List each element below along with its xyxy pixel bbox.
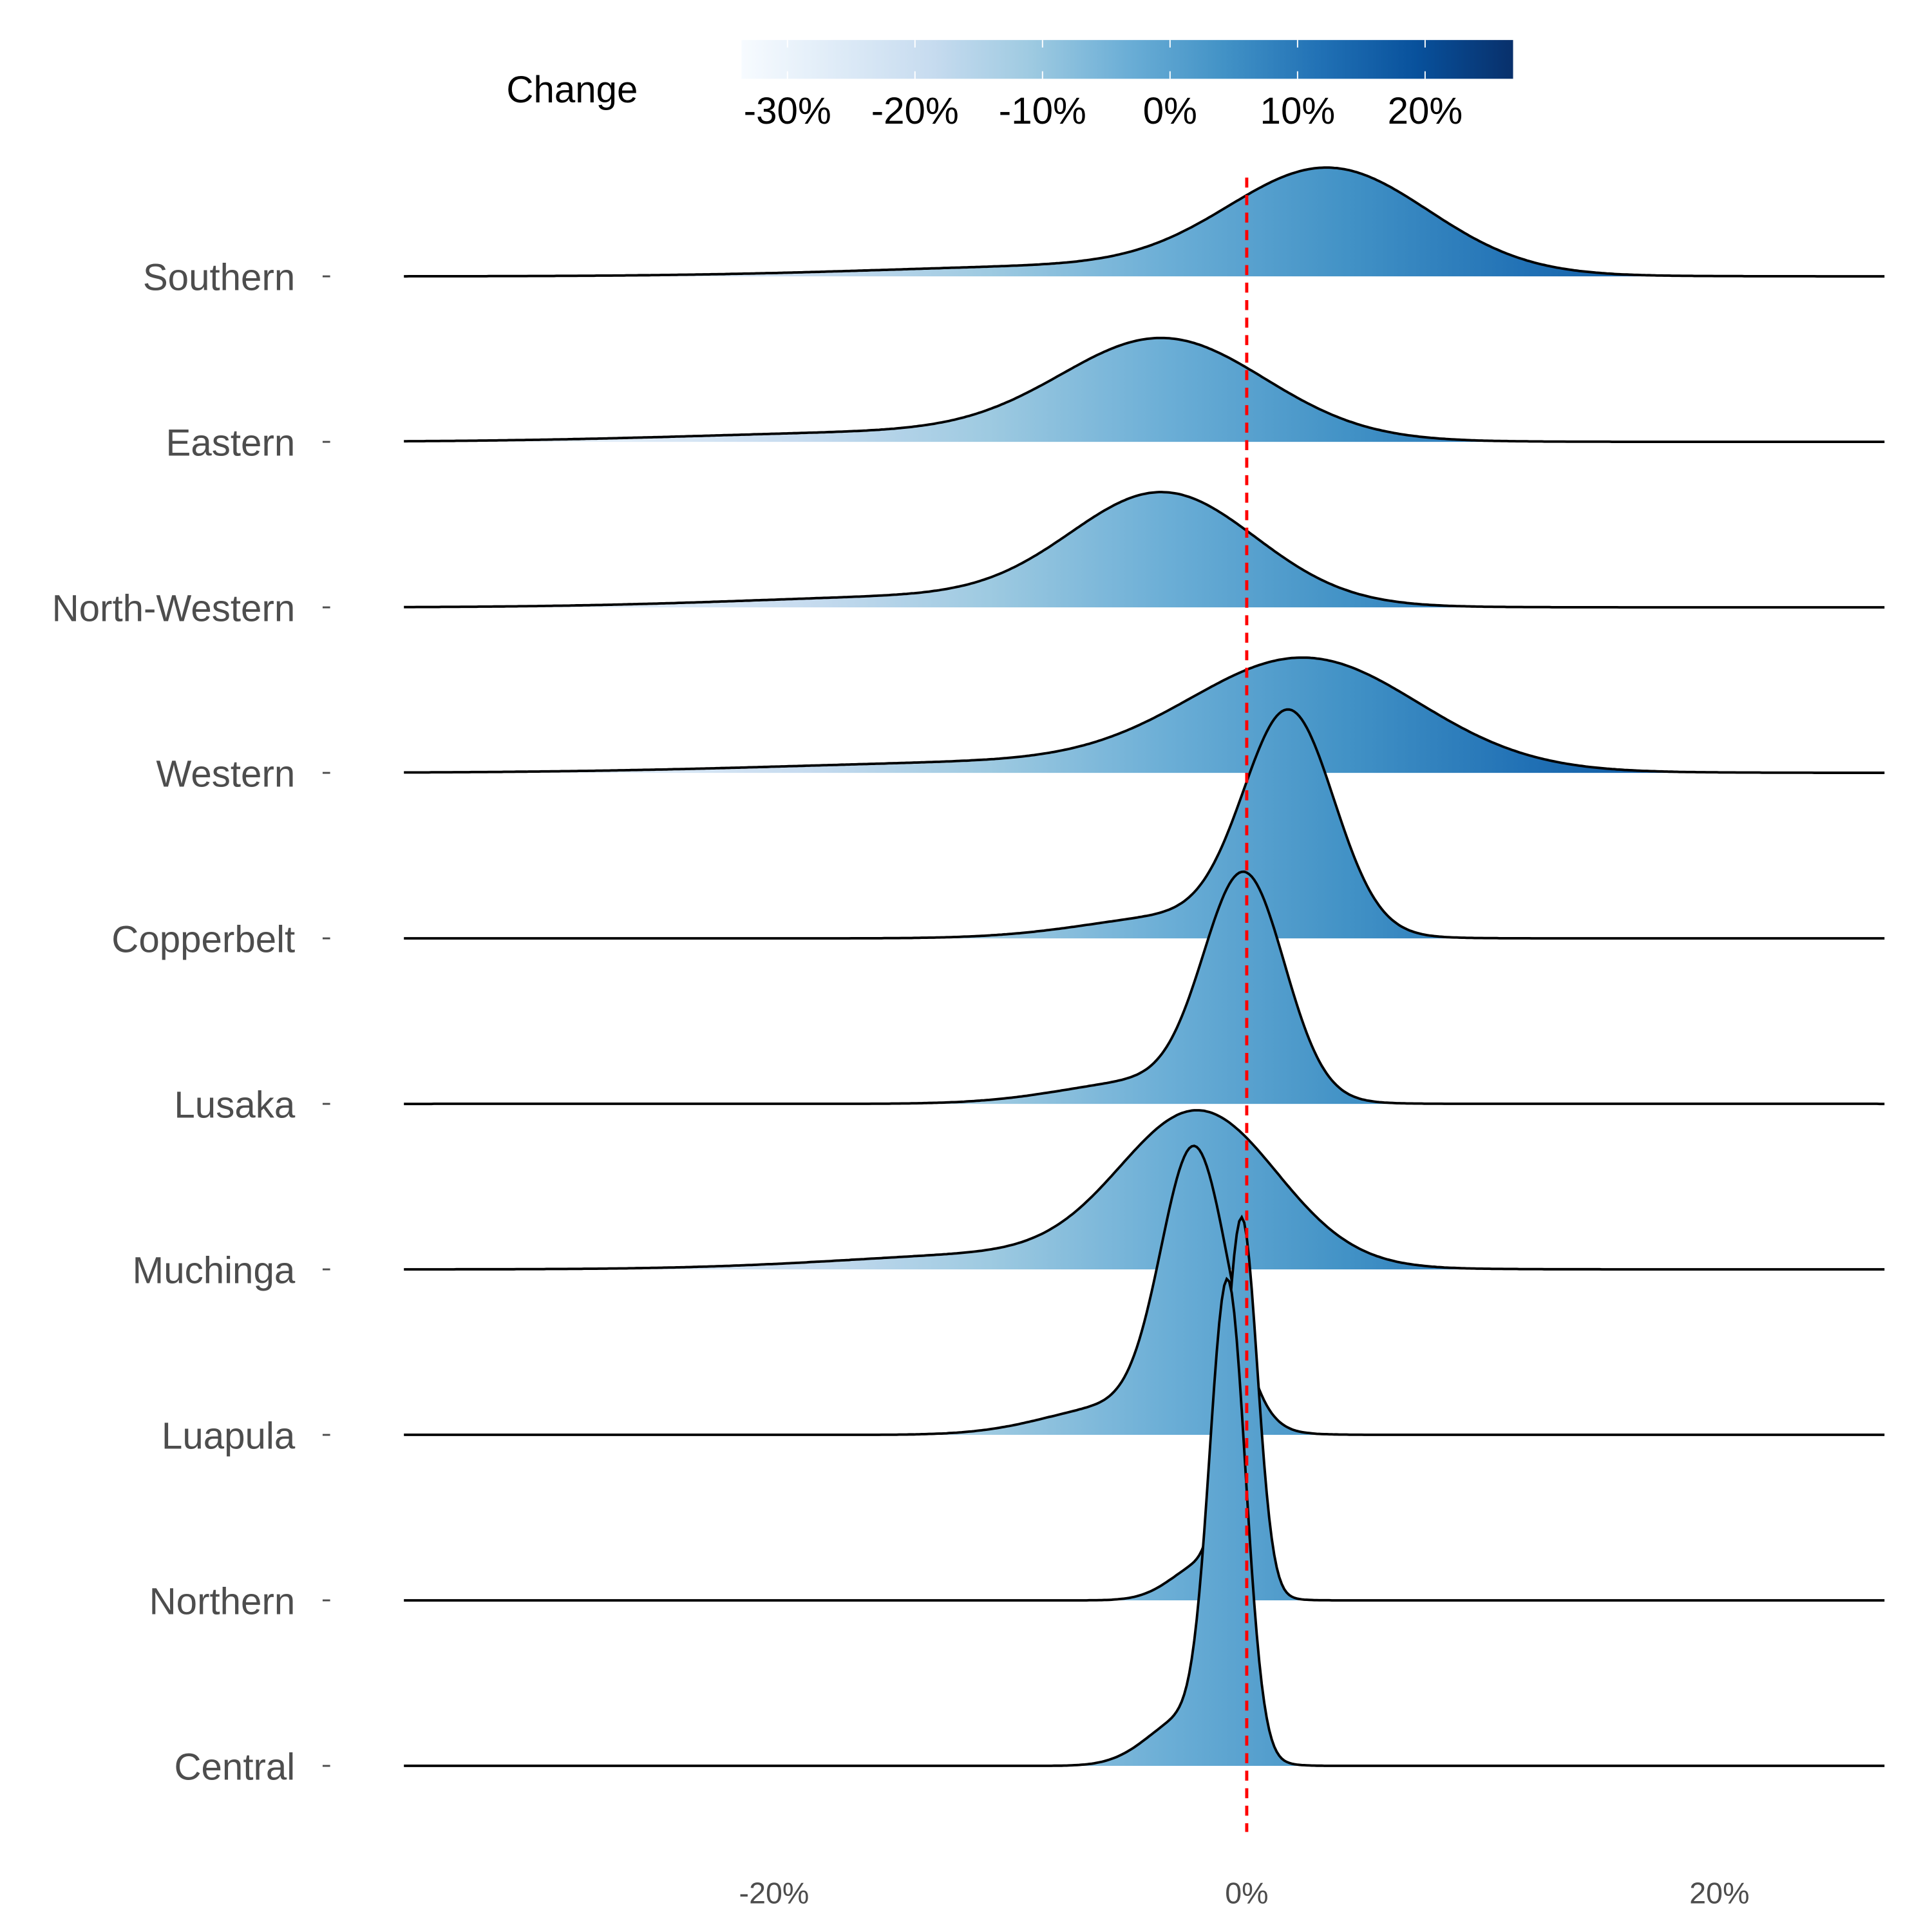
ridge-outline xyxy=(404,656,1885,774)
ridge-outline xyxy=(404,1144,1885,1436)
ridge-fill xyxy=(404,1146,1886,1435)
ridge-outline xyxy=(404,336,1885,443)
ridge-copperbelt xyxy=(404,708,1886,940)
ridge-luapula xyxy=(404,1144,1886,1436)
ridge-outline xyxy=(404,870,1885,1106)
ridge-outline xyxy=(404,1276,1885,1767)
legend-tick-label: -20% xyxy=(871,90,959,132)
ridge-lusaka xyxy=(404,870,1886,1106)
ridge-outline xyxy=(404,1215,1885,1602)
ridge-north-western xyxy=(404,491,1886,609)
ridge-fill xyxy=(404,337,1886,442)
x-tick-label: -20% xyxy=(739,1876,810,1909)
ridge-central xyxy=(404,1276,1886,1767)
y-tick-label: Central xyxy=(174,1746,295,1788)
legend-tick-label: 10% xyxy=(1260,90,1336,132)
ridge-outline xyxy=(404,166,1885,278)
y-tick-label: North-Western xyxy=(52,587,296,629)
ridge-outline xyxy=(404,708,1885,940)
y-tick-label: Eastern xyxy=(166,422,296,464)
ridge-muchinga xyxy=(404,1109,1886,1271)
ridge-fill xyxy=(404,492,1886,608)
ridge-eastern xyxy=(404,336,1886,443)
ridge-western xyxy=(404,656,1886,774)
y-tick-label: Lusaka xyxy=(174,1084,295,1126)
legend-tick-label: -10% xyxy=(999,90,1086,132)
legend-title: Change xyxy=(506,69,638,111)
ridge-fill xyxy=(404,658,1886,773)
ridge-outline xyxy=(404,1109,1885,1271)
ridge-southern xyxy=(404,166,1886,278)
y-tick-label: Southern xyxy=(143,256,295,298)
y-tick-label: Luapula xyxy=(162,1415,296,1457)
legend-tick-label: -30% xyxy=(744,90,831,132)
y-tick-label: Copperbelt xyxy=(111,918,295,960)
legend-tick-label: 20% xyxy=(1388,90,1463,132)
y-tick-label: Northern xyxy=(149,1580,296,1622)
legend: Change -30% -20% -10% 0% 10% 20% xyxy=(506,40,1513,132)
ridge-fill xyxy=(404,167,1886,277)
ridge-outline xyxy=(404,491,1885,609)
x-tick-label: 20% xyxy=(1689,1876,1749,1909)
x-tick-label: 0% xyxy=(1225,1876,1268,1909)
y-tick-label: Western xyxy=(156,753,295,795)
ridge-northern xyxy=(404,1215,1886,1602)
y-tick-label: Muchinga xyxy=(133,1249,296,1291)
legend-tick-label: 0% xyxy=(1143,90,1197,132)
ridge-fill xyxy=(404,1110,1886,1270)
legend-colorbar xyxy=(741,40,1513,79)
